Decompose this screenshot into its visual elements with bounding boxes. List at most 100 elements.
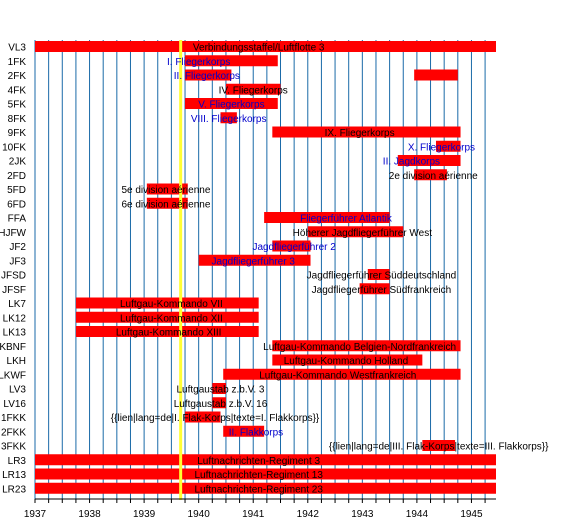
bar-text: Luftgau-Kommando XIII [116,328,222,339]
bar-text: Jagdfliegerführer 2 [252,242,336,253]
bar [397,155,461,166]
bar-text: II. Fliegerkorps [174,71,240,82]
bar-text: Verbindungsstaffel/Luftflotte 3 [193,43,325,54]
row-label: LV3 [9,385,26,396]
bar [414,69,458,81]
row-labels: VL3 1FK 2FK 4FK 5FK 8FK 9FK 10FK 2JK 2FD 5FD 6FD FFA… [0,43,27,496]
row-label: 10FK [2,142,26,153]
bar [212,397,226,409]
bar [264,212,390,223]
bar [220,112,237,124]
x-tick-label: 1942 [297,509,320,520]
bar-text: IX. Fliegerkorps [325,128,395,139]
bar-text: V. Fliegerkorps [198,100,264,111]
bar [223,368,461,380]
bar-text: II. Jagdkorps [383,157,440,168]
bar [146,183,188,195]
bar-text: Luftgau-Kommando VII [120,299,223,310]
bar-text: X. Fliegerkorps [408,142,475,153]
bar-text: Luftgaustab z.b.V. 16 [174,399,268,410]
x-tick-label: 1943 [351,509,374,520]
bar [75,326,259,337]
bar-text: VIII. Fliegerkorps [191,114,267,125]
bar-text: Jagdfliegerführer Süddeutschland [307,271,457,282]
x-tick-label: 1938 [78,509,101,520]
row-label: LK13 [3,328,27,339]
row-label: LV16 [3,399,26,410]
bar-text: IV. Fliegerkorps [219,85,288,96]
bar [223,425,265,437]
row-label: LR3 [8,456,27,467]
bar [359,283,390,295]
bar [185,98,278,109]
bar-text: Luftnachrichten-Regiment 13 [194,470,323,481]
bar-text: Luftgau-Kommando Holland [284,356,409,367]
row-label: 2FD [7,171,26,182]
bar-text: Höherer Jagdfliegerführer West [293,228,433,239]
bar [35,41,496,52]
bar-text: Luftgau-Kommando XII [120,313,223,324]
row-label: 2FKK [1,427,26,438]
row-label: LKWF [0,370,26,381]
x-tick-label: 1944 [406,509,429,520]
row-label: 5FK [8,100,27,111]
bar-text: {{lien|lang=de|III. Flak-Korps|texte=III… [329,442,549,453]
row-label: LK12 [3,313,27,324]
bar-text: 2e division aérienne [389,171,478,182]
bar [272,240,311,252]
bar [272,354,423,366]
row-label: 8FK [8,114,27,125]
bar-text: II. Flakkorps [229,427,283,438]
bar [435,140,461,152]
row-label: 6FD [7,199,26,210]
bar-text: 6e division aérienne [121,199,210,210]
bar [75,311,259,323]
row-label: LR23 [2,484,26,495]
row-label: JF3 [9,256,26,267]
bar-text: Luftnachrichten-Regiment 23 [194,484,323,495]
bar [225,83,281,95]
row-label: 2JK [9,157,27,168]
bar [307,226,404,238]
row-label: FFA [8,214,27,225]
row-label: 9FK [8,128,27,139]
row-label: 2FK [8,71,27,82]
bar [185,411,221,423]
bar [198,254,311,266]
bar-text: {{lien|lang=de|I. Flak-Korps|texte=I. Fl… [111,413,320,424]
bar [422,440,456,451]
row-label: HJFW [0,228,27,239]
bar [272,126,461,138]
bar [185,69,232,81]
row-label: LKBNF [0,342,26,353]
row-label: JFSD [1,271,26,282]
bar [35,482,496,494]
x-tick-label: 1940 [188,509,211,520]
x-axis: 1937 1938 1939 1940 1941 1942 1943 1944 1945 [24,498,496,520]
row-label: 1FK [8,57,27,68]
bar-text: Luftgau-Kommando Belgien-Nordfrankreich [263,342,456,353]
x-tick-label: 1945 [460,509,483,520]
row-label: JF2 [9,242,26,253]
bar-text: Luftnachrichten-Regiment 3 [197,456,320,467]
bar-text: 5e division aérienne [121,185,210,196]
row-label: 1FKK [1,413,26,424]
row-label: LR13 [2,470,26,481]
bar [272,340,461,352]
bar-labels: Verbindungsstaffel/Luftflotte 3 I. Fliege… [111,43,549,496]
bar [35,454,496,466]
row-label: VL3 [8,43,26,54]
row-label: 5FD [7,185,26,196]
bar [185,55,278,67]
bar [35,468,496,480]
bar [367,269,390,280]
bar-text: Jagdfliegerführer 3 [212,256,296,267]
row-label: LKH [7,356,26,367]
bar-text: Luftgau-Kommando Westfrankreich [259,370,416,381]
bar [414,169,447,181]
bar [75,297,259,309]
bar [146,197,188,209]
bar-text: Luftgaustab z.b.V. 3 [176,385,264,396]
x-tick-label: 1937 [24,509,47,520]
